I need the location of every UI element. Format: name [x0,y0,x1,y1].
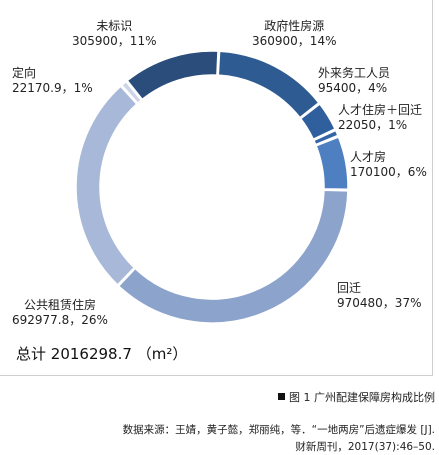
total-label: 总计 [16,345,47,363]
donut-slice-7 [126,50,219,101]
total-unit: （m²） [136,345,188,363]
label-relocation: 回迁 970480，37% [337,281,422,310]
label-talent-plus-relocation: 人才住房＋回迁 22050，1% [338,103,423,132]
source-line-2: 财新周刊，2017(37):46–50. [295,441,435,453]
label-talent-housing: 人才房 170100，6% [350,150,427,179]
label-targeted: 定向 22170.9，1% [12,66,93,95]
label-unmarked: 未标识 305900，11% [72,19,157,48]
donut-slice-4 [117,189,349,324]
donut-slice-0 [217,50,320,119]
chart-frame: 政府性房源 360900，14% 外来务工人员 95400，4% 人才住房＋回迁… [0,0,433,376]
label-government-housing: 政府性房源 360900，14% [252,19,337,48]
figure-caption: 图 1 广州配建保障房构成比例 [278,389,435,405]
donut-slice-6 [120,80,143,105]
caption-marker-icon [278,393,285,400]
donut-slice-5 [75,85,138,286]
total-value: 2016298.7 [50,345,132,363]
label-public-rental-housing: 公共租赁住房 692977.8，26% [12,298,108,327]
donut-slice-1 [299,103,336,141]
donut-chart [75,50,349,324]
source-line-1: 数据来源：王婧，黄子懿，郑丽纯，等．“一地两房”后遗症爆发 [J]. [122,424,435,436]
caption-text: 图 1 广州配建保障房构成比例 [289,391,435,404]
donut-slice-3 [315,136,349,191]
chart-total: 总计 2016298.7 （m²） [16,343,187,364]
label-migrant-workers: 外来务工人员 95400，4% [318,66,391,95]
donut-slice-2 [312,129,339,146]
